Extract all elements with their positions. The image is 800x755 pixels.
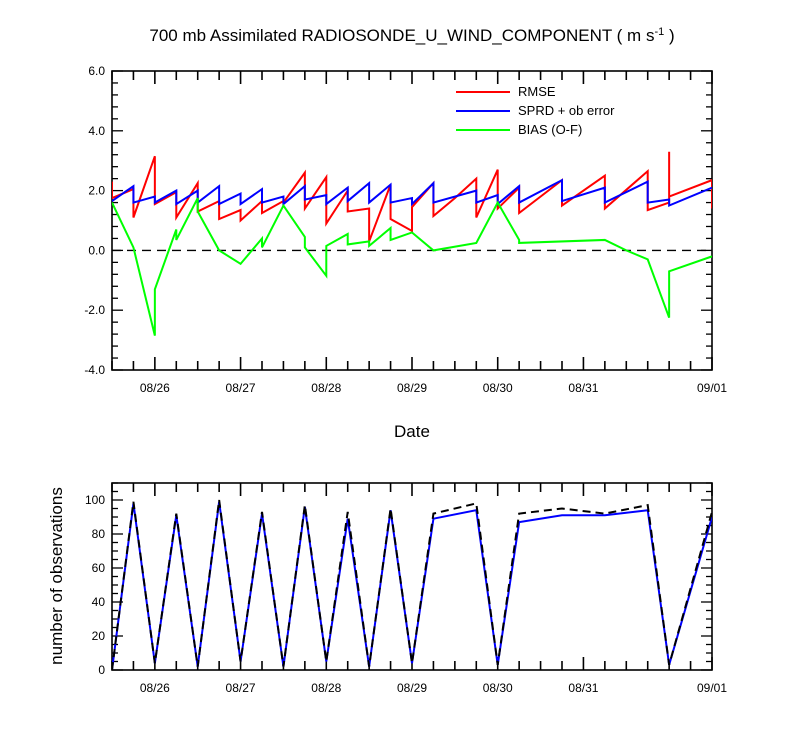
y-tick-label: 20	[92, 629, 106, 643]
y-tick-label: 80	[92, 527, 106, 541]
y-tick-label: 60	[92, 561, 106, 575]
x-tick-label: 08/27	[226, 681, 256, 695]
y-tick-label: 0.0	[88, 243, 105, 257]
bottom-plot-panel: 08/26 08/27 08/28 08/29 08/30 08/31 09/01 0 20 40…	[85, 482, 727, 695]
title-main: 700 mb Assimilated RADIOSONDE_U_WIND_COM…	[149, 26, 654, 45]
x-tick-label: 08/28	[311, 381, 341, 395]
legend-label: BIAS (O-F)	[518, 122, 582, 137]
series-line-assimilated	[112, 501, 712, 670]
x-tick-label: 08/26	[140, 381, 170, 395]
y-tick-label: -4.0	[84, 363, 105, 377]
legend-label: RMSE	[518, 84, 556, 99]
y-tick-label: 40	[92, 595, 106, 609]
x-tick-label: 09/01	[697, 681, 727, 695]
x-tick-label: 08/29	[397, 681, 427, 695]
y-tick-label: 6.0	[88, 64, 105, 78]
x-tick-label: 08/28	[311, 681, 341, 695]
top-plot-panel: 08/26 08/27 08/28 08/29 08/30 08/31 09/01 -4.0 -…	[84, 64, 727, 395]
y-tick-label: -2.0	[84, 303, 105, 317]
y-tick-label: 4.0	[88, 124, 105, 138]
x-tick-label: 08/29	[397, 381, 427, 395]
chart-title: 700 mb Assimilated RADIOSONDE_U_WIND_COM…	[149, 26, 674, 45]
top-x-axis-label: Date	[394, 422, 430, 441]
series-line-sprd-ob-error	[112, 178, 712, 208]
series-line-bias-o-f	[112, 197, 712, 336]
bottom-y-axis-label: number of observations	[47, 487, 66, 665]
series-line-rmse	[112, 151, 712, 242]
y-tick-label: 2.0	[88, 184, 105, 198]
x-tick-label: 08/30	[483, 381, 513, 395]
x-tick-label: 08/31	[568, 381, 598, 395]
series-line-total	[112, 499, 712, 670]
x-tick-label: 08/30	[483, 681, 513, 695]
x-tick-label: 08/31	[568, 681, 598, 695]
x-tick-label: 08/27	[226, 381, 256, 395]
legend: RMSE SPRD + ob error BIAS (O-F)	[456, 84, 615, 137]
legend-label: SPRD + ob error	[518, 103, 615, 118]
title-superscript: -1	[654, 26, 664, 38]
x-tick-label: 09/01	[697, 381, 727, 395]
x-tick-label: 08/26	[140, 681, 170, 695]
title-end: )	[664, 26, 674, 45]
y-tick-label: 100	[85, 493, 105, 507]
y-tick-label: 0	[98, 663, 105, 677]
